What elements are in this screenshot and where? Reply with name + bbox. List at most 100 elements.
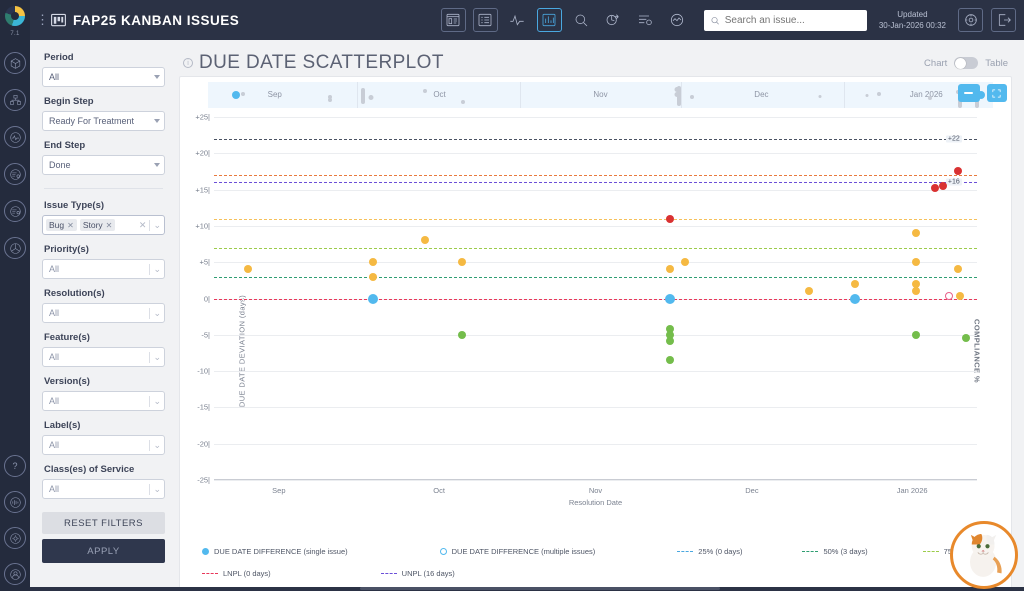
toggle-label-chart: Chart <box>924 57 948 69</box>
versions-multiselect[interactable]: All ⌄ <box>42 391 165 411</box>
chart-card: Sep Oct Nov Dec Jan 2026 DUE DATE DEVIATION … <box>179 76 1012 591</box>
pulse-icon[interactable] <box>505 8 530 32</box>
toggle-switch[interactable] <box>954 57 979 69</box>
activity-icon[interactable] <box>4 491 26 513</box>
resolutions-multiselect[interactable]: All ⌄ <box>42 303 165 323</box>
period-select[interactable]: All <box>42 67 165 87</box>
data-point[interactable] <box>367 293 378 304</box>
clear-all-icon[interactable]: ✕ <box>138 219 147 230</box>
search-box[interactable] <box>703 9 867 31</box>
network-icon[interactable] <box>4 89 26 111</box>
begin-step-select[interactable]: Ready For Treatment <box>42 111 165 131</box>
gear-icon[interactable] <box>4 527 26 549</box>
data-point[interactable] <box>368 272 377 281</box>
data-point[interactable] <box>805 287 814 296</box>
priorities-multiselect[interactable]: All ⌄ <box>42 259 165 279</box>
legend-item[interactable]: DUE DATE DIFFERENCE (multiple issues) <box>439 547 595 556</box>
data-point[interactable] <box>944 292 953 301</box>
pulse-circle-icon[interactable] <box>4 126 26 148</box>
search-magnifier-icon[interactable] <box>569 8 594 32</box>
search-input[interactable] <box>724 14 861 26</box>
filter-settings-icon[interactable] <box>633 8 658 32</box>
class-of-service-multiselect[interactable]: All ⌄ <box>42 479 165 499</box>
pie-split-icon[interactable] <box>4 237 26 259</box>
data-point[interactable] <box>911 258 920 267</box>
data-point[interactable] <box>911 279 920 288</box>
data-point[interactable] <box>931 184 940 193</box>
chevron-down-icon[interactable]: ⌄ <box>153 351 161 362</box>
reset-filters-button[interactable]: RESET FILTERS <box>42 512 165 534</box>
bar-chart-icon[interactable] <box>536 8 562 32</box>
data-point[interactable] <box>244 265 253 274</box>
list-icon[interactable] <box>472 8 498 32</box>
legend-item[interactable]: DUE DATE DIFFERENCE (single issue) <box>202 547 348 556</box>
data-point[interactable] <box>680 258 689 267</box>
help-icon[interactable]: ? <box>4 455 26 477</box>
kebab-menu-icon[interactable]: ⋮ <box>36 12 49 27</box>
data-point[interactable] <box>850 279 859 288</box>
chevron-down-icon[interactable]: ⌄ <box>153 219 161 230</box>
legend-item[interactable]: UNPL (16 days) <box>380 569 455 578</box>
legend-item[interactable]: 25% (0 days) <box>677 547 742 556</box>
refresh-wave-icon[interactable] <box>665 8 690 32</box>
close-icon[interactable]: ✕ <box>105 220 113 230</box>
navigator-handle-right[interactable] <box>977 91 986 99</box>
issue-types-multiselect[interactable]: Bug ✕ Story ✕ ✕ ⌄ <box>42 215 165 235</box>
list-check-icon[interactable] <box>4 200 26 222</box>
close-icon[interactable]: ✕ <box>67 220 74 230</box>
chevron-down-icon[interactable]: ⌄ <box>153 439 161 450</box>
fullscreen-icon[interactable] <box>986 84 1007 102</box>
navigator-handle-left[interactable] <box>231 91 240 99</box>
data-point[interactable] <box>665 330 674 339</box>
chip-story[interactable]: Story ✕ <box>79 219 116 231</box>
horizontal-scrollbar[interactable] <box>360 587 720 590</box>
data-point[interactable] <box>665 214 674 223</box>
end-step-select[interactable]: Done <box>42 155 165 175</box>
chevron-down-icon[interactable]: ⌄ <box>153 263 161 274</box>
chevron-down-icon[interactable]: ⌄ <box>153 395 161 406</box>
multiselect-controls: ✕ ⌄ <box>138 219 161 231</box>
range-navigator[interactable]: Sep Oct Nov Dec Jan 2026 <box>208 82 1007 108</box>
data-point[interactable] <box>421 236 430 245</box>
features-multiselect[interactable]: All ⌄ <box>42 347 165 367</box>
plot-area[interactable]: Resolution Date +25| +20| +15| +10| +5| 0| -5|… <box>195 113 977 507</box>
data-point[interactable] <box>665 265 674 274</box>
data-point[interactable] <box>457 258 466 267</box>
legend-item[interactable]: LNPL (0 days) <box>202 569 271 578</box>
chip-bug[interactable]: Bug ✕ <box>46 219 77 231</box>
settings-cog-icon[interactable] <box>958 8 983 32</box>
data-point[interactable] <box>664 293 675 304</box>
labels-multiselect[interactable]: All ⌄ <box>42 435 165 455</box>
info-icon[interactable]: i <box>183 58 193 68</box>
box-icon[interactable] <box>4 52 26 74</box>
data-point[interactable] <box>938 181 947 190</box>
data-point[interactable] <box>665 356 674 365</box>
data-point[interactable] <box>457 330 466 339</box>
data-point[interactable] <box>911 287 920 296</box>
data-point[interactable] <box>956 292 965 301</box>
legend-item[interactable]: 50% (3 days) <box>802 547 868 556</box>
y-axis-tick: -20| <box>197 439 210 449</box>
data-point[interactable] <box>961 334 970 343</box>
user-icon[interactable] <box>4 563 26 585</box>
data-point[interactable] <box>911 229 920 238</box>
chart-table-toggle[interactable]: Chart Table <box>924 57 1012 69</box>
chip-label: Bug <box>49 220 65 230</box>
data-point[interactable] <box>953 265 962 274</box>
chevron-down-icon[interactable]: ⌄ <box>153 307 161 318</box>
data-point[interactable] <box>911 330 920 339</box>
apply-button[interactable]: APPLY <box>42 539 165 563</box>
app-logo[interactable] <box>3 6 27 30</box>
data-point[interactable] <box>368 258 377 267</box>
data-point[interactable] <box>665 336 674 345</box>
data-point[interactable] <box>665 324 674 333</box>
logout-icon[interactable] <box>991 8 1016 32</box>
avatar[interactable] <box>950 521 1018 589</box>
list-settings-icon[interactable] <box>4 163 26 185</box>
board-icon[interactable] <box>440 8 466 32</box>
main-column: ⋮ FAP25 KANBAN ISSUES <box>30 0 1024 591</box>
data-point[interactable] <box>849 293 860 304</box>
cycle-arrow-icon[interactable] <box>601 8 626 32</box>
chevron-down-icon[interactable]: ⌄ <box>153 483 161 494</box>
data-point[interactable] <box>953 167 962 176</box>
